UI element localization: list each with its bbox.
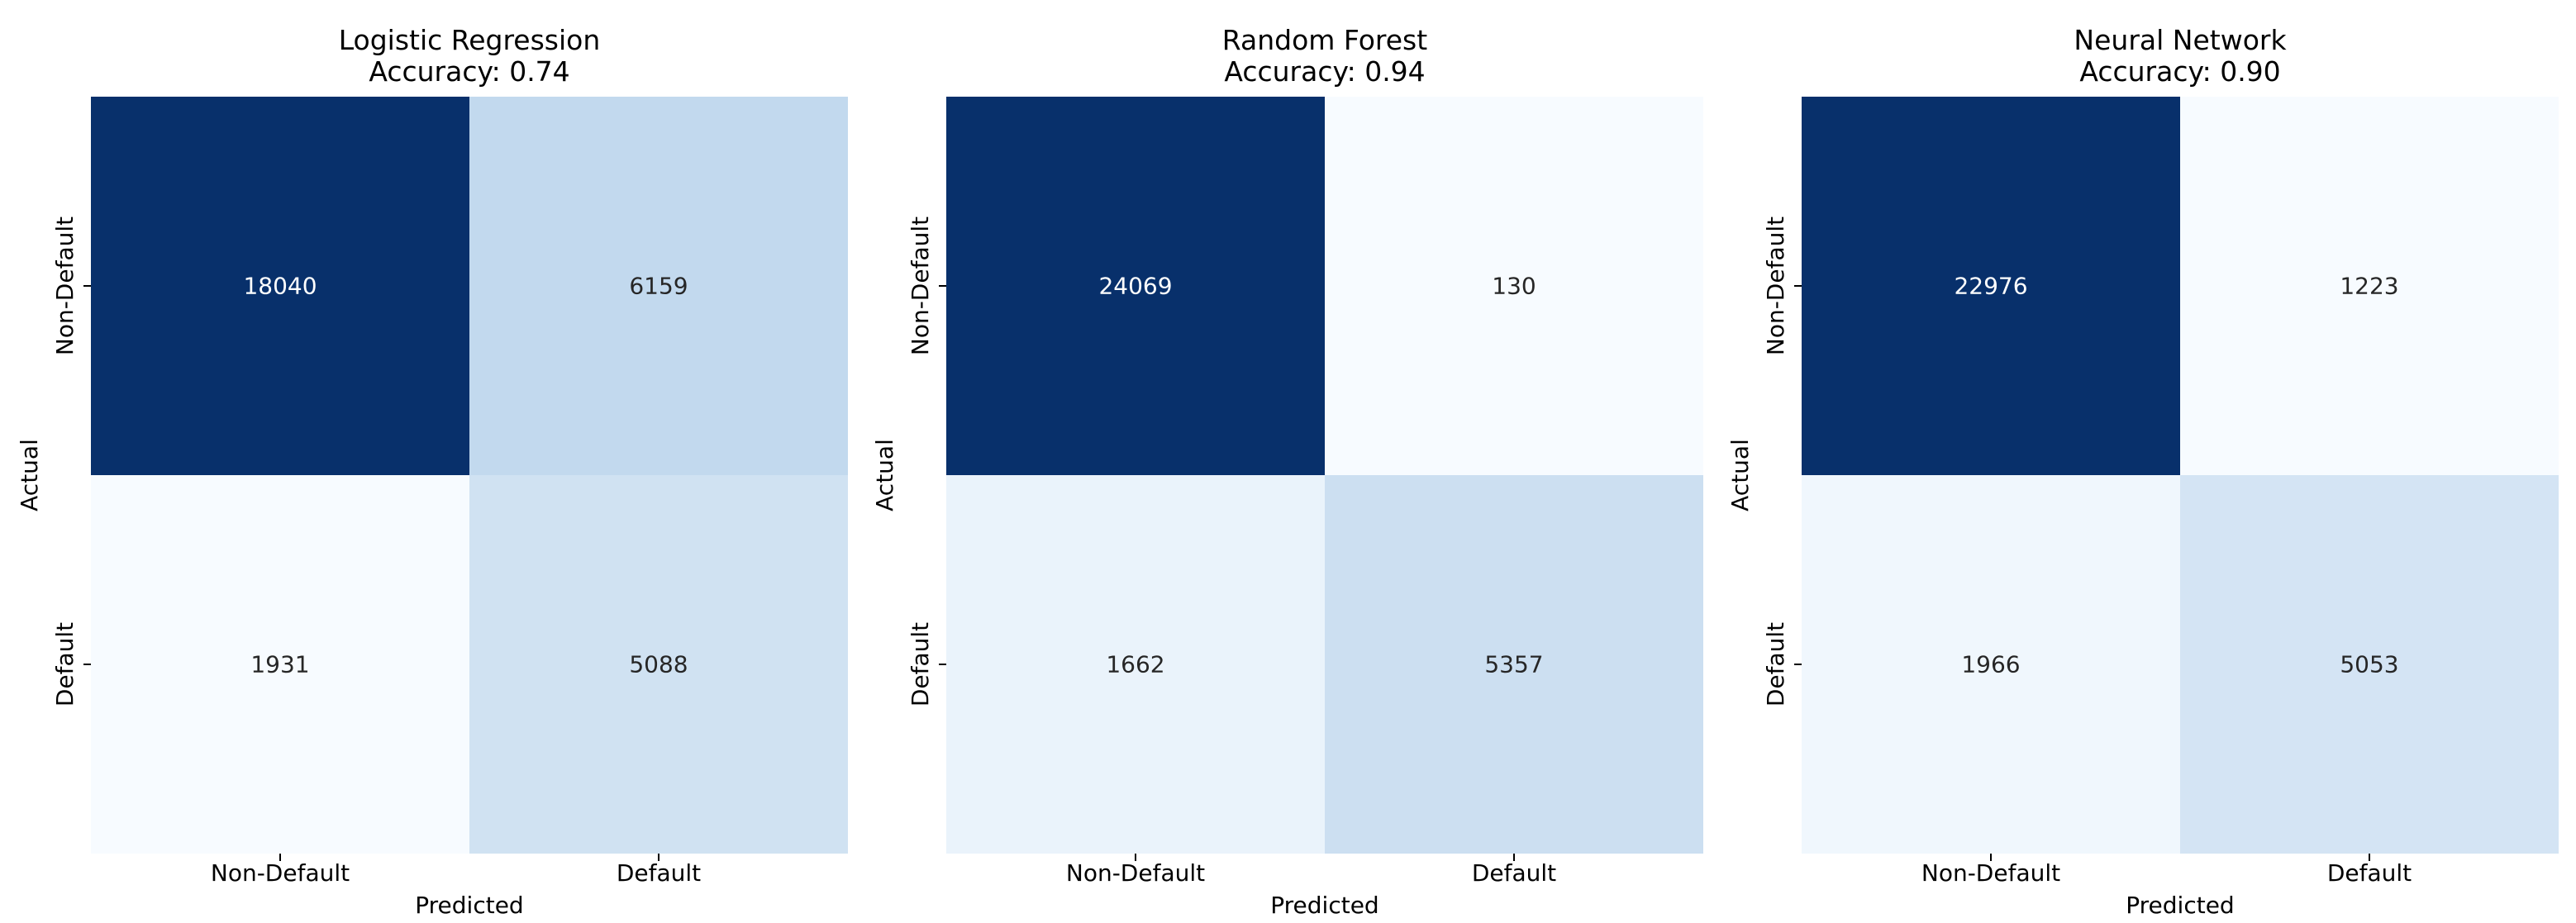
heatmap-cell xyxy=(2180,97,2559,475)
cell-value-label: 6159 xyxy=(629,273,688,300)
x-tick-label: Default xyxy=(617,859,701,887)
y-tick-label: Non-Default xyxy=(51,216,79,355)
cell-value-label: 1931 xyxy=(250,651,309,678)
chart-subtitle: Accuracy: 0.74 xyxy=(369,55,569,88)
heatmap-cell xyxy=(1802,475,2180,854)
y-tick-label: Default xyxy=(907,622,934,707)
x-axis-label: Predicted xyxy=(1270,892,1378,919)
y-tick-label: Non-Default xyxy=(1762,216,1789,355)
x-tick-label: Default xyxy=(2327,859,2412,887)
heatmap-cell xyxy=(469,97,848,475)
x-tick-label: Non-Default xyxy=(1066,859,1205,887)
cell-value-label: 5053 xyxy=(2340,651,2398,678)
chart-title: Logistic Regression xyxy=(339,24,601,56)
heatmap-cell xyxy=(946,97,1325,475)
chart-subtitle: Accuracy: 0.94 xyxy=(1224,55,1425,88)
x-axis-label: Predicted xyxy=(2126,892,2234,919)
heatmap-cell xyxy=(1325,475,1703,854)
cell-value-label: 24069 xyxy=(1098,273,1172,300)
x-axis-label: Predicted xyxy=(415,892,523,919)
heatmap-cell xyxy=(91,97,469,475)
chart-title: Neural Network xyxy=(2074,24,2287,56)
cell-value-label: 18040 xyxy=(243,273,317,300)
cell-value-label: 1662 xyxy=(1106,651,1164,678)
y-axis-label: Actual xyxy=(16,439,43,511)
heatmap-cell xyxy=(2180,475,2559,854)
cell-value-label: 5357 xyxy=(1484,651,1543,678)
cell-value-label: 1223 xyxy=(2340,273,2398,300)
heatmap-panel-1: 18040 6159 1931 5088 Logistic RegressionAccu… xyxy=(16,24,848,919)
heatmap-cell xyxy=(91,475,469,854)
y-tick-label: Non-Default xyxy=(907,216,934,355)
y-axis-label: Actual xyxy=(871,439,898,511)
y-tick-label: Default xyxy=(1762,622,1789,707)
heatmap-cell xyxy=(469,475,848,854)
cell-value-label: 130 xyxy=(1492,273,1536,300)
x-tick-label: Non-Default xyxy=(1921,859,2060,887)
chart-subtitle: Accuracy: 0.90 xyxy=(2079,55,2280,88)
cell-value-label: 5088 xyxy=(629,651,688,678)
x-tick-label: Default xyxy=(1472,859,1556,887)
x-tick-label: Non-Default xyxy=(211,859,350,887)
cell-value-label: 1966 xyxy=(1961,651,2020,678)
cell-value-label: 22976 xyxy=(1954,273,2027,300)
y-axis-label: Actual xyxy=(1726,439,1754,511)
heatmap-cell xyxy=(946,475,1325,854)
heatmap-cell xyxy=(1325,97,1703,475)
heatmap-cell xyxy=(1802,97,2180,475)
y-tick-label: Default xyxy=(51,622,79,707)
chart-title: Random Forest xyxy=(1222,24,1427,56)
heatmap-panel-3: 22976 1223 1966 5053 Neural NetworkAccuracy:… xyxy=(1726,24,2559,919)
